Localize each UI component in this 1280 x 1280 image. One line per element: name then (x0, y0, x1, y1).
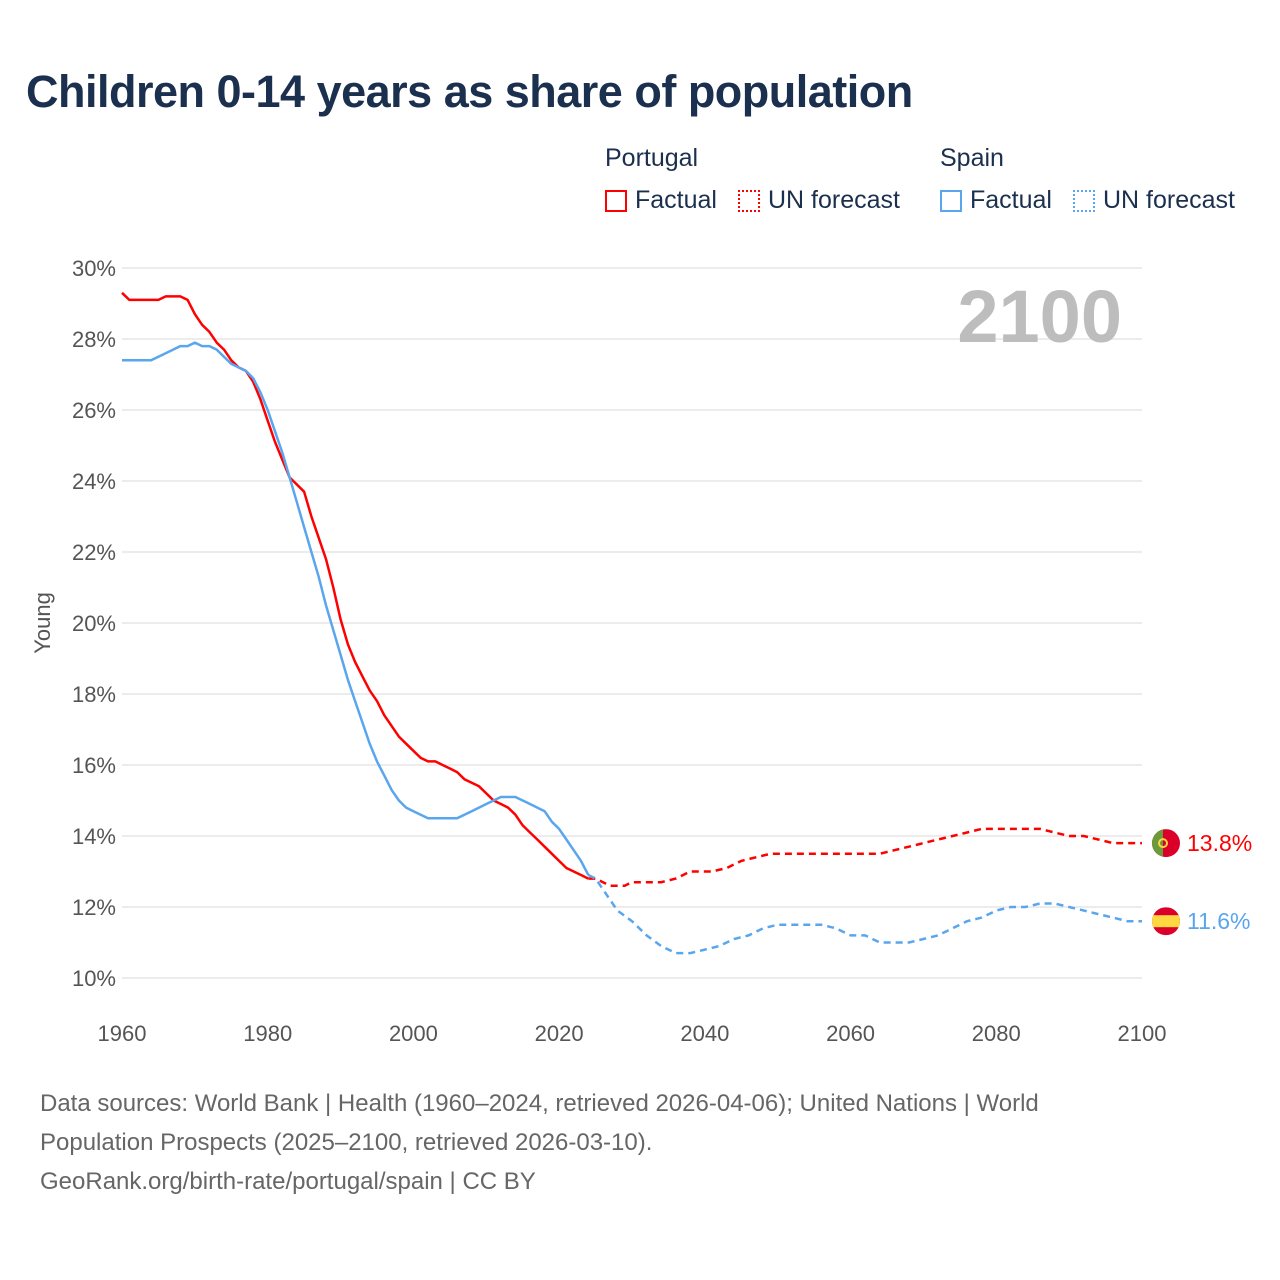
y-tick-label: 20% (72, 611, 116, 636)
legend-swatch (940, 189, 962, 212)
y-tick-label: 22% (72, 540, 116, 565)
y-tick-label: 10% (72, 966, 116, 991)
legend-spain-factual[interactable]: Factual (940, 186, 1052, 215)
x-tick-label: 1960 (98, 1021, 147, 1046)
legend-portugal-factual[interactable]: Factual (605, 186, 717, 215)
legend-label: UN forecast (768, 186, 900, 214)
portugal-flag-icon (1152, 829, 1180, 858)
legend-portugal-forecast[interactable]: UN forecast (738, 186, 900, 215)
footer-sources-2: Population Prospects (2025–2100, retriev… (40, 1129, 653, 1156)
x-tick-label: 2100 (1118, 1021, 1167, 1046)
footer-credit: GeoRank.org/birth-rate/portugal/spain | … (40, 1168, 536, 1195)
x-tick-label: 2020 (535, 1021, 584, 1046)
chart-title: Children 0-14 years as share of populati… (26, 66, 913, 117)
y-tick-label: 16% (72, 753, 116, 778)
legend-swatch (738, 189, 760, 212)
footer-sources-1: Data sources: World Bank | Health (1960–… (40, 1090, 1039, 1117)
x-tick-label: 1980 (243, 1021, 292, 1046)
legend-swatch (605, 189, 627, 212)
y-tick-label: 14% (72, 824, 116, 849)
spain-flag-icon (1152, 907, 1180, 936)
y-tick-label: 26% (72, 398, 116, 423)
legend-label: UN forecast (1103, 186, 1235, 214)
y-tick-label: 12% (72, 895, 116, 920)
spain-factual-line (122, 341, 590, 876)
spain-end-value-label: 11.6% (1187, 908, 1251, 934)
x-tick-label: 2000 (389, 1021, 438, 1046)
legend-country-portugal: Portugal (605, 144, 699, 172)
y-tick-label: 18% (72, 682, 116, 707)
x-tick-label: 2040 (680, 1021, 729, 1046)
spain-forecast-line (587, 873, 1142, 955)
year-watermark: 2100 (957, 275, 1122, 358)
legend-swatch (1073, 189, 1095, 212)
portugal-factual-line (121, 291, 589, 880)
portugal-end-value-label: 13.8% (1187, 830, 1252, 856)
y-tick-label: 24% (72, 469, 116, 494)
portugal-forecast-line (588, 827, 1142, 887)
legend-country-spain: Spain (940, 144, 1004, 172)
x-tick-label: 2080 (972, 1021, 1021, 1046)
legend-spain-forecast[interactable]: UN forecast (1073, 186, 1235, 215)
y-axis-label: Young (30, 592, 55, 654)
legend-label: Factual (635, 186, 717, 214)
y-tick-label: 28% (72, 327, 116, 352)
y-tick-label: 30% (72, 256, 116, 281)
legend-label: Factual (970, 186, 1052, 214)
x-tick-label: 2060 (826, 1021, 875, 1046)
